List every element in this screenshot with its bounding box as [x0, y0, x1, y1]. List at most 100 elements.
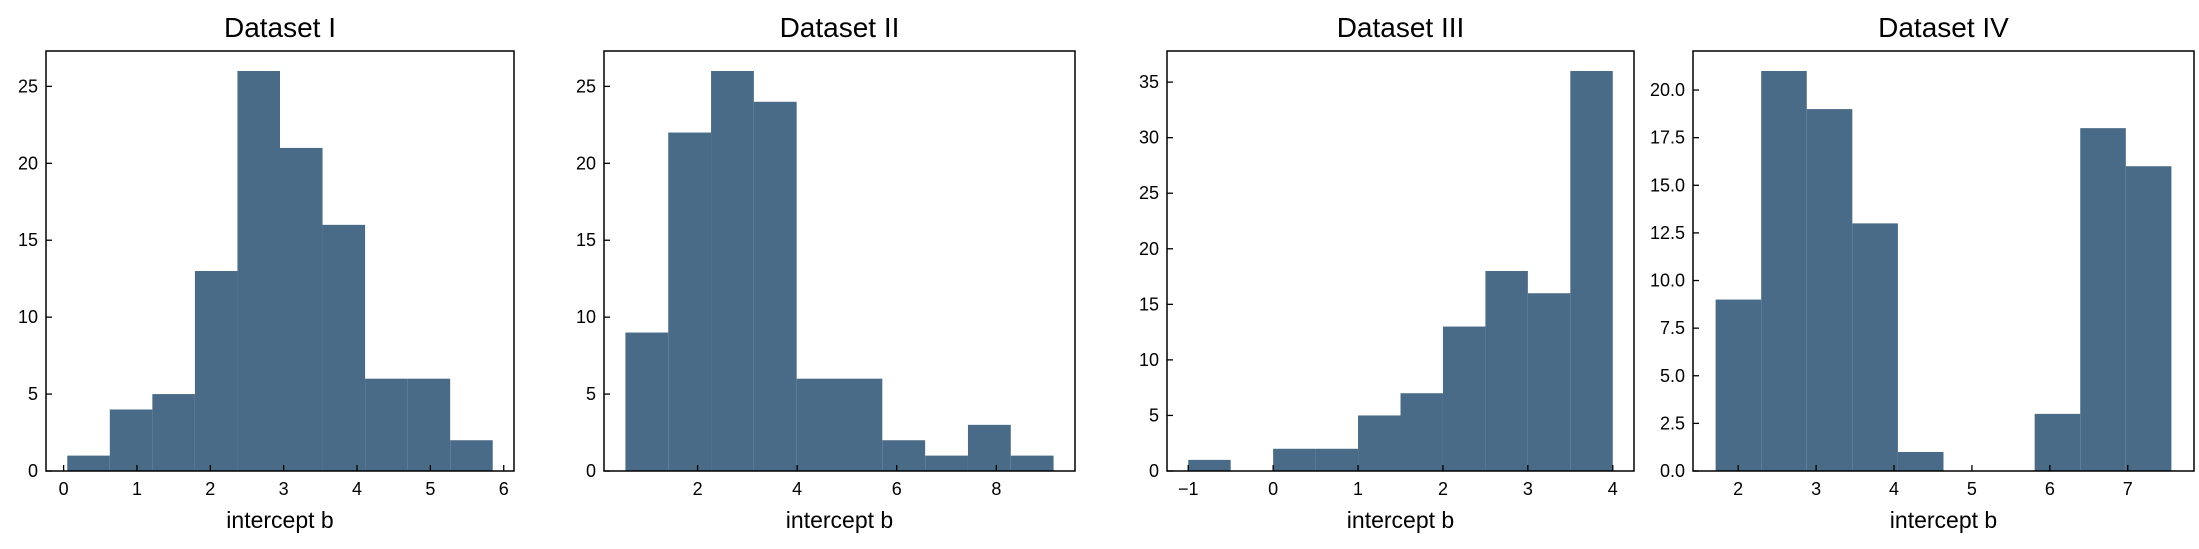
subplot-1: 0 1 2 3 4 5 6 0 5 10 15 20 25 Dataset I intercept b [18, 12, 515, 533]
y-tick-label: 15 [1139, 294, 1159, 314]
histogram-bar [753, 101, 797, 472]
x-tick-label: 4 [1608, 479, 1618, 499]
histogram-bar [1358, 415, 1401, 471]
y-tick-label: 25 [576, 76, 596, 96]
x-tick-label: 1 [1353, 479, 1363, 499]
histogram-bar [1570, 71, 1613, 471]
x-tick-label: 8 [991, 479, 1001, 499]
x-tick-label: 4 [1889, 479, 1899, 499]
x-tick-label: 5 [1967, 479, 1977, 499]
histogram-bar [1010, 455, 1054, 471]
y-tick-label: 5.0 [1660, 366, 1685, 386]
x-tick-label: 4 [352, 479, 362, 499]
histogram-bar [1761, 71, 1807, 471]
histogram-bar [152, 394, 195, 471]
x-axis-label: intercept b [226, 507, 333, 533]
y-tick-label: 25 [1139, 183, 1159, 203]
y-tick-label: 30 [1139, 128, 1159, 148]
histogram-bar [967, 424, 1011, 471]
histogram-bar [1852, 223, 1898, 471]
y-tick-label: 20 [576, 153, 596, 173]
y-tick-label: 20.0 [1650, 80, 1685, 100]
y-tick-label: 10 [1139, 350, 1159, 370]
histogram-bar [237, 71, 280, 471]
subplot-2: 2 4 6 8 0 5 10 15 20 25 Dataset II intercept b [576, 12, 1076, 533]
x-tick-label: 3 [279, 479, 289, 499]
histogram-bar [450, 440, 493, 471]
histogram-bar [925, 455, 968, 471]
axes-frame [603, 50, 1076, 472]
histogram-bar [407, 378, 451, 471]
histogram-bar [1485, 271, 1528, 471]
y-tick-label: 0 [28, 461, 38, 481]
histogram-bar [625, 332, 669, 471]
x-tick-label: 6 [2045, 479, 2055, 499]
histogram-bar [839, 378, 883, 471]
x-axis-label: intercept b [1347, 507, 1454, 533]
y-tick-label: 10 [18, 307, 38, 327]
histogram-bar [194, 271, 238, 471]
histogram-bar [2034, 413, 2081, 471]
x-tick-label: 2 [205, 479, 215, 499]
y-tick-label: 25 [18, 76, 38, 96]
y-tick-label: 12.5 [1650, 223, 1685, 243]
y-tick-label: 17.5 [1650, 128, 1685, 148]
x-tick-label: 3 [1811, 479, 1821, 499]
y-tick-label: 35 [1139, 72, 1159, 92]
histogram-bar [322, 224, 366, 471]
histogram-bar [280, 147, 323, 471]
y-tick-label: 5 [586, 384, 596, 404]
x-tick-label: 0 [59, 479, 69, 499]
histogram-bar [1442, 326, 1486, 471]
histogram-bar [1315, 448, 1359, 471]
histogram-bar [796, 378, 840, 471]
histogram-bar [1527, 293, 1571, 471]
subplot-4: 2 3 4 5 6 7 0.0 2.5 5.0 7.5 10.0 12.5 15.0 17.5 20.0 Da… [1650, 12, 2195, 533]
histogram-bar [1715, 299, 1762, 471]
axes-frame [45, 50, 515, 472]
x-tick-label: 2 [693, 479, 703, 499]
y-tick-label: 15 [576, 230, 596, 250]
x-tick-label: 7 [2123, 479, 2133, 499]
histogram-bar [109, 409, 153, 471]
histogram-bar [365, 378, 408, 471]
x-tick-label: 0 [1268, 479, 1278, 499]
y-tick-label: 20 [18, 153, 38, 173]
y-tick-label: 0 [586, 461, 596, 481]
histogram-bar [2080, 128, 2126, 471]
subplot-title: Dataset IV [1878, 12, 2009, 43]
y-tick-label: 5 [28, 384, 38, 404]
histogram-bar [2125, 166, 2172, 471]
y-tick-label: 2.5 [1660, 413, 1685, 433]
subplot-title: Dataset III [1337, 12, 1465, 43]
subplot-title: Dataset I [224, 12, 336, 43]
x-tick-label: 2 [1733, 479, 1743, 499]
x-tick-label: 3 [1523, 479, 1533, 499]
histogram-bar [1897, 451, 1944, 471]
y-tick-label: 15.0 [1650, 175, 1685, 195]
x-tick-label: −1 [1178, 479, 1199, 499]
axes-frame [1692, 50, 2195, 472]
axes-frame [1166, 50, 1635, 472]
histogram-bar [1273, 448, 1316, 471]
histogram-bar [1400, 393, 1443, 471]
x-tick-label: 2 [1438, 479, 1448, 499]
histogram-bar [711, 71, 754, 471]
y-tick-label: 0.0 [1660, 461, 1685, 481]
y-tick-label: 10.0 [1650, 271, 1685, 291]
histogram-bar [1188, 459, 1231, 471]
histogram-bar [668, 132, 712, 472]
y-tick-label: 10 [576, 307, 596, 327]
y-tick-label: 15 [18, 230, 38, 250]
y-tick-label: 7.5 [1660, 318, 1685, 338]
x-tick-label: 1 [132, 479, 142, 499]
x-tick-label: 4 [792, 479, 802, 499]
x-tick-label: 6 [892, 479, 902, 499]
y-tick-label: 0 [1149, 461, 1159, 481]
subplot-title: Dataset II [780, 12, 900, 43]
x-tick-label: 5 [425, 479, 435, 499]
y-tick-label: 5 [1149, 405, 1159, 425]
x-axis-label: intercept b [786, 507, 893, 533]
histogram-bar [67, 455, 110, 471]
